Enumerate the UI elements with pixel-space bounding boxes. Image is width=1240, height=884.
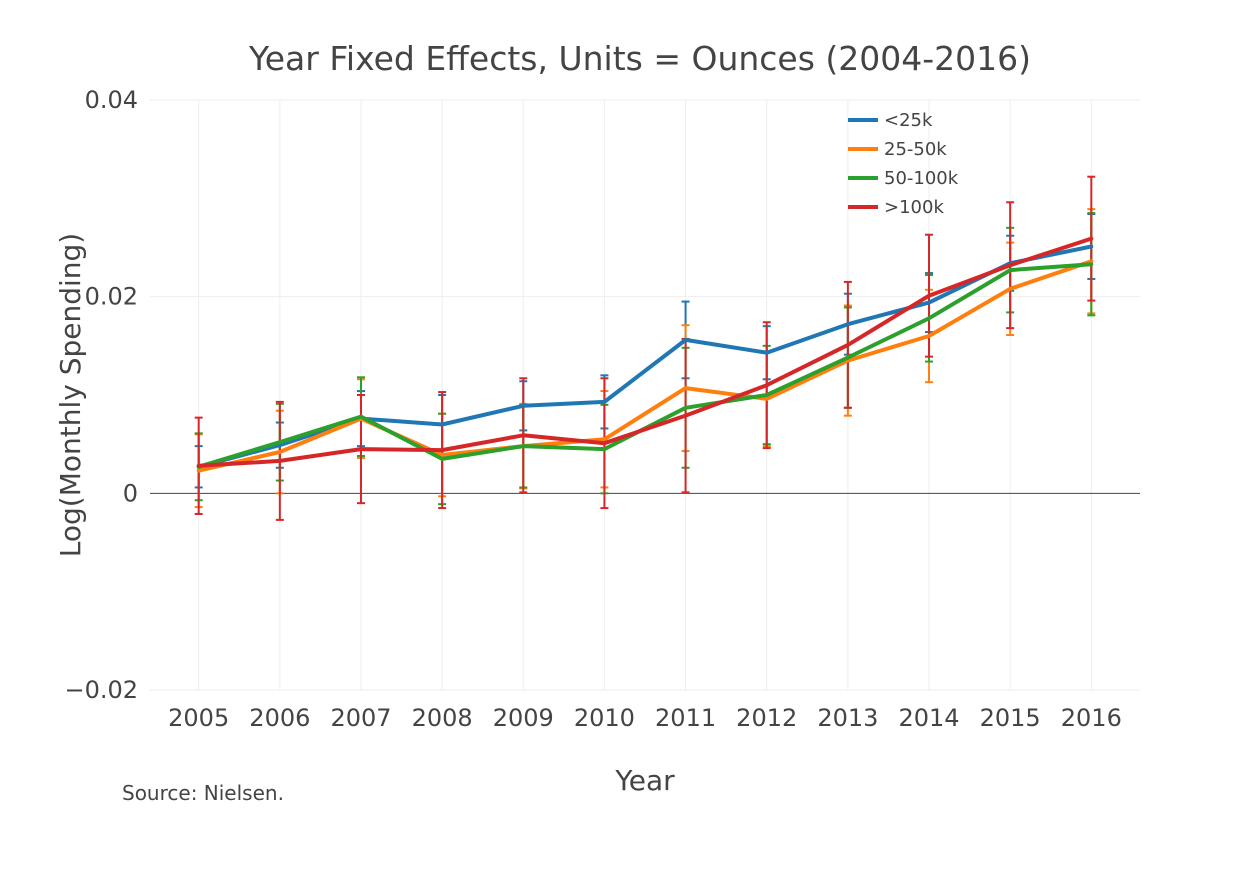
x-tick-label: 2008: [412, 704, 473, 732]
y-tick-label: 0.02: [85, 283, 138, 311]
series-line: [196, 259, 1094, 473]
x-tick-label: 2009: [493, 704, 554, 732]
y-tick-label: 0.04: [85, 86, 138, 114]
legend-item: >100k: [848, 197, 944, 218]
legend-label: >100k: [884, 197, 944, 218]
x-tick-label: 2007: [330, 704, 391, 732]
legend-item: 50-100k: [848, 168, 959, 189]
y-tick-label: 0: [123, 479, 138, 507]
legend-label: 25-50k: [884, 139, 947, 160]
series-line: [196, 244, 1094, 469]
chart-title: Year Fixed Effects, Units = Ounces (2004…: [248, 39, 1031, 78]
x-tick-label: 2013: [817, 704, 878, 732]
x-tick-label: 2011: [655, 704, 716, 732]
gridlines: [150, 99, 1140, 691]
legend: <25k 25-50k 50-100k >100k: [848, 110, 959, 218]
source-annotation: Source: Nielsen.: [122, 781, 284, 805]
x-tick-label: 2012: [736, 704, 797, 732]
x-tick-label: 2014: [898, 704, 959, 732]
x-tick-label: 2005: [168, 704, 229, 732]
error-bars: [194, 175, 1096, 521]
y-axis-title: Log(Monthly Spending): [54, 233, 87, 557]
legend-item: 25-50k: [848, 139, 947, 160]
x-axis-tick-labels: 2005 2006 2007 2008 2009 2010 2011 2012 2013 2014…: [168, 704, 1122, 732]
legend-label: 50-100k: [884, 168, 959, 189]
x-axis-title: Year: [614, 764, 675, 797]
x-tick-label: 2015: [980, 704, 1041, 732]
y-tick-label: −0.02: [64, 676, 138, 704]
y-axis-tick-labels: −0.02 0 0.02 0.04: [64, 86, 138, 704]
legend-label: <25k: [884, 110, 933, 131]
series-line: [196, 236, 1094, 468]
series-line: [196, 262, 1094, 469]
x-tick-label: 2016: [1061, 704, 1122, 732]
x-tick-label: 2010: [574, 704, 635, 732]
legend-item: <25k: [848, 110, 933, 131]
x-tick-label: 2006: [249, 704, 310, 732]
series-lines: [196, 236, 1094, 473]
